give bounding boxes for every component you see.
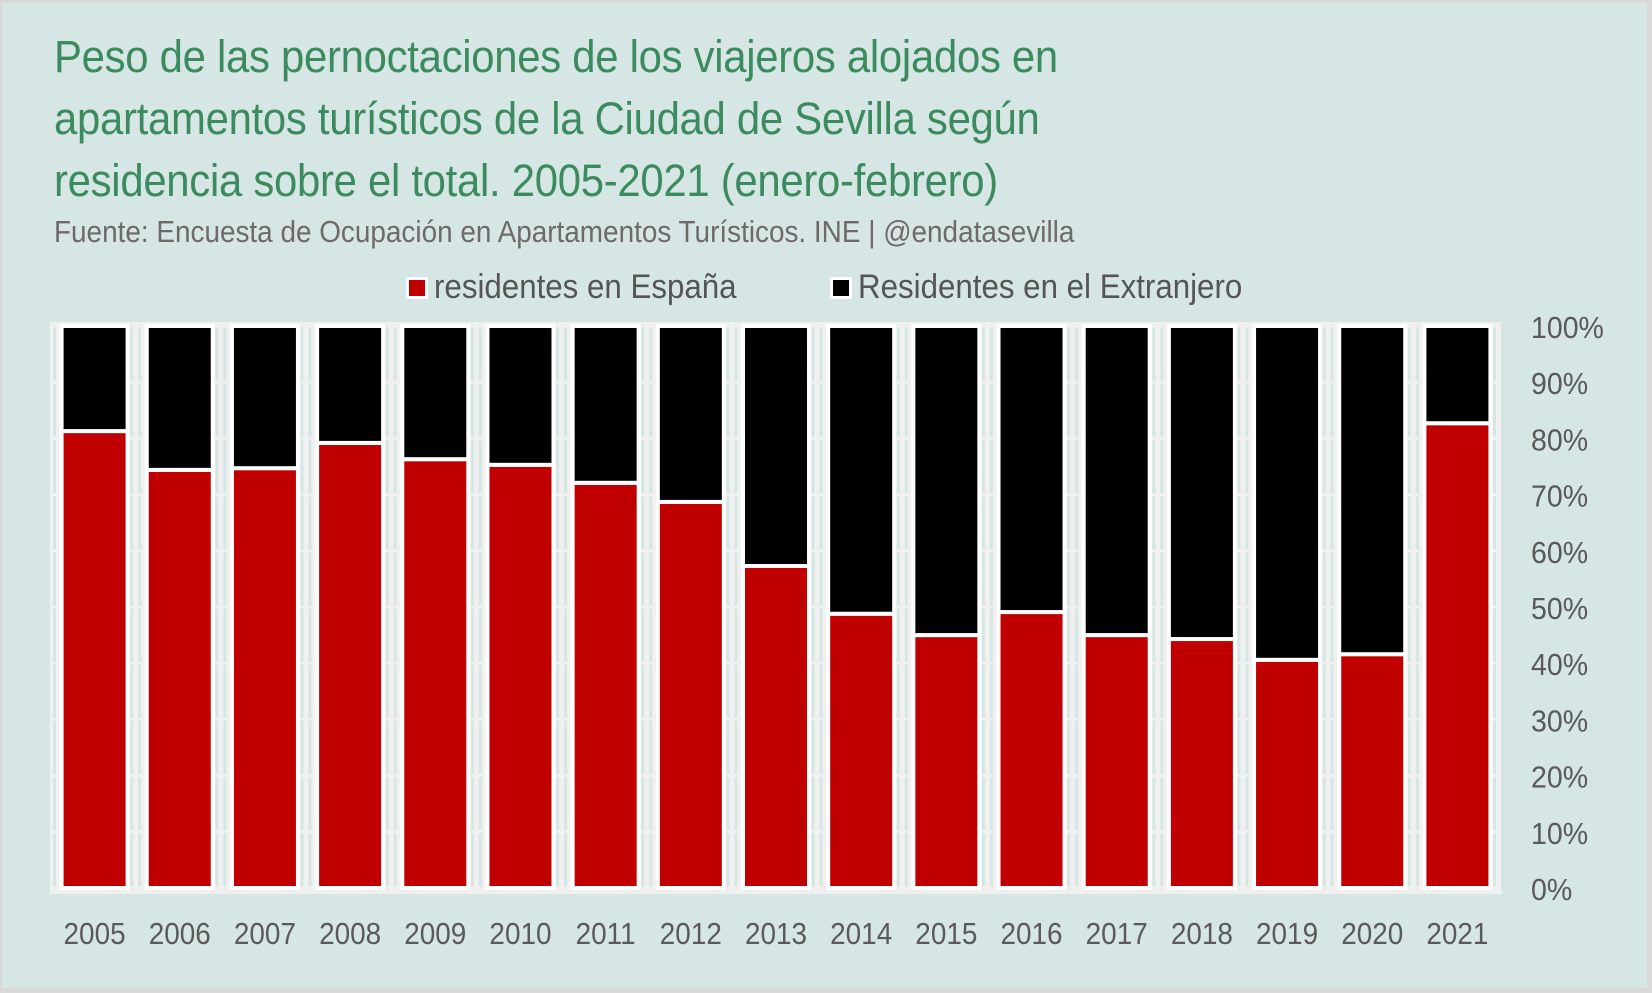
bar-extranjero [911, 324, 982, 638]
x-tick-label: 2010 [489, 917, 551, 952]
x-tick-label: 2014 [830, 917, 892, 952]
bar-espana [1166, 637, 1237, 890]
grid-stripe [1501, 324, 1504, 890]
y-tick-label: 80% [1531, 423, 1588, 457]
bar-espana [229, 466, 300, 890]
legend-item-extranjero: Residentes en el Extranjero [830, 268, 1276, 307]
y-tick-label: 70% [1531, 480, 1588, 514]
legend-label-extranjero: Residentes en el Extranjero [858, 268, 1243, 306]
bar-espana [1337, 652, 1408, 891]
x-tick-label: 2020 [1341, 917, 1403, 952]
bar-extranjero [1166, 324, 1237, 642]
bar-extranjero [1422, 324, 1493, 426]
bar-extranjero [315, 324, 386, 445]
legend: residentes en España Residentes en el Ex… [0, 268, 1652, 308]
bar-extranjero [570, 324, 641, 485]
title-line-3: residencia sobre el total. 2005-2021 (en… [54, 155, 998, 206]
x-tick-label: 2015 [915, 917, 977, 952]
y-tick-label: 40% [1531, 648, 1588, 682]
y-tick-label: 0% [1531, 873, 1572, 907]
x-tick-label: 2011 [576, 917, 636, 952]
bar-extranjero [1081, 324, 1152, 638]
x-tick-label: 2012 [660, 917, 722, 952]
bar-espana [996, 610, 1067, 890]
bar-extranjero [655, 324, 726, 504]
bar-extranjero [996, 324, 1067, 615]
bar-espana [485, 462, 556, 890]
y-tick-label: 50% [1531, 592, 1588, 626]
grid-stripe [45, 324, 48, 890]
bar-espana [1252, 657, 1323, 890]
y-tick-label: 60% [1531, 536, 1588, 570]
y-tick-label: 90% [1531, 367, 1588, 401]
legend-label-espana: residentes en España [434, 268, 737, 306]
x-tick-label: 2017 [1086, 917, 1148, 952]
bar-extranjero [826, 324, 897, 616]
y-tick-label: 30% [1531, 704, 1588, 738]
x-tick-label: 2021 [1426, 917, 1488, 952]
y-tick-label: 10% [1531, 817, 1588, 851]
chart-title: Peso de las pernoctaciones de los viajer… [54, 26, 1263, 212]
legend-swatch-espana [406, 276, 428, 299]
bar-espana [911, 633, 982, 890]
bar-espana [741, 563, 811, 890]
title-line-2: apartamentos turísticos de la Ciudad de … [54, 93, 1040, 144]
bar-extranjero [741, 324, 811, 568]
x-tick-label: 2007 [234, 917, 296, 952]
title-line-1: Peso de las pernoctaciones de los viajer… [54, 31, 1058, 82]
x-tick-label: 2019 [1256, 917, 1318, 952]
x-tick-label: 2005 [64, 917, 126, 952]
bar-espana [59, 429, 130, 890]
bar-espana [655, 499, 726, 890]
x-tick-label: 2008 [319, 917, 381, 952]
x-tick-label: 2016 [1001, 917, 1063, 952]
x-tick-label: 2009 [404, 917, 466, 952]
x-tick-label: 2018 [1171, 917, 1233, 952]
y-tick-label: 20% [1531, 761, 1588, 795]
bar-espana [400, 457, 471, 890]
legend-swatch-extranjero [830, 276, 852, 299]
bar-extranjero [144, 324, 215, 472]
legend-item-espana: residentes en España [406, 268, 763, 307]
bar-extranjero [400, 324, 471, 462]
bar-espana [1422, 421, 1493, 890]
bar-extranjero [485, 324, 556, 467]
bar-espana [144, 467, 215, 890]
bar-espana [570, 480, 641, 890]
bar-extranjero [229, 324, 300, 471]
bar-extranjero [1337, 324, 1408, 657]
x-tick-label: 2013 [745, 917, 807, 952]
bar-espana [1081, 633, 1152, 890]
y-tick-label: 100% [1531, 311, 1604, 345]
chart-subtitle: Fuente: Encuesta de Ocupación en Apartam… [54, 214, 1075, 249]
bar-extranjero [59, 324, 130, 434]
bar-extranjero [1252, 324, 1323, 662]
bar-espana [315, 440, 386, 890]
bar-espana [826, 611, 897, 891]
x-tick-label: 2006 [149, 917, 211, 952]
